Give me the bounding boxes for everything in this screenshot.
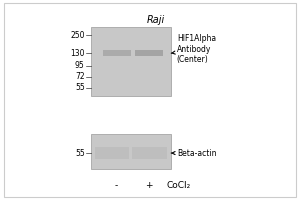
Text: 130: 130 [70, 49, 85, 58]
Bar [94, 147, 129, 159]
Bar [91, 134, 171, 169]
Text: Raji: Raji [147, 15, 165, 25]
Text: CoCl₂: CoCl₂ [166, 181, 190, 190]
Text: HIF1Alpha
Antibody
(Center): HIF1Alpha Antibody (Center) [171, 34, 216, 64]
Text: 55: 55 [75, 149, 85, 158]
FancyBboxPatch shape [4, 3, 296, 197]
Text: 95: 95 [75, 61, 85, 70]
Text: Beta-actin: Beta-actin [171, 149, 216, 158]
Text: +: + [145, 181, 152, 190]
Text: -: - [115, 181, 118, 190]
Text: 72: 72 [75, 72, 85, 81]
Text: 250: 250 [70, 31, 85, 40]
Bar [135, 50, 163, 56]
Text: 55: 55 [75, 83, 85, 92]
Bar [103, 50, 131, 56]
Bar [91, 27, 171, 96]
Bar [132, 147, 167, 159]
